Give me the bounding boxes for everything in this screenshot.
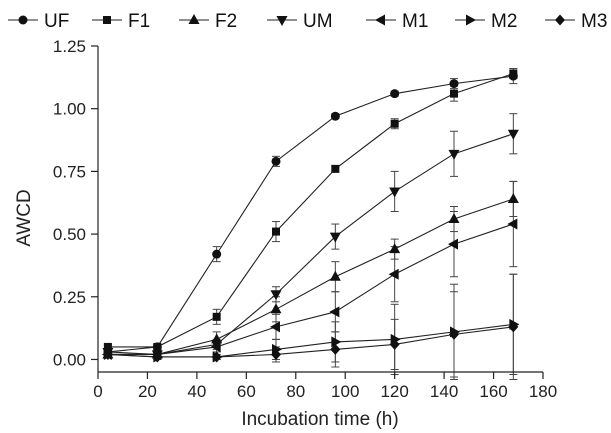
data-point-uf	[390, 89, 400, 99]
data-point-f1	[390, 119, 399, 128]
x-tick-label: 140	[430, 382, 458, 401]
series-line-uf	[107, 75, 514, 353]
data-point-um	[329, 232, 341, 243]
data-point-uf	[330, 111, 340, 121]
legend-label-f1: F1	[128, 11, 150, 32]
y-tick-label: 0.50	[53, 225, 86, 244]
data-point-m1	[388, 268, 399, 280]
data-point-f1	[509, 69, 518, 78]
y-tick-label: 0.75	[53, 162, 86, 181]
x-tick-label: 40	[187, 382, 206, 401]
series-line-f2	[107, 198, 514, 355]
legend-label-um: UM	[303, 11, 333, 32]
data-point-m1	[507, 218, 518, 230]
series-markers	[101, 69, 520, 363]
data-point-m3	[508, 321, 519, 333]
data-point-uf	[212, 249, 222, 259]
x-axis-title: Incubation time (h)	[241, 409, 398, 430]
data-point-um	[389, 187, 401, 198]
data-point-m3	[271, 348, 281, 360]
data-point-m3	[211, 351, 222, 363]
legend-label-f2: F2	[215, 11, 237, 32]
data-point-m1	[270, 321, 280, 333]
legend-item-m3: M3	[545, 11, 607, 32]
data-point-um	[270, 290, 282, 301]
data-point-uf	[449, 79, 459, 89]
data-point-f1	[212, 312, 221, 321]
legend-item-m1: M1	[366, 11, 428, 32]
legend-marker-f1	[103, 16, 111, 24]
x-tick-label: 20	[138, 382, 157, 401]
series-line-m3	[107, 326, 514, 358]
y-axis-ticks: 0.00 0.25 0.50 0.75 1.00 1.25	[53, 37, 98, 369]
legend-label-m3: M3	[581, 11, 607, 32]
legend-item-f2: F2	[179, 11, 237, 32]
data-point-m3	[449, 328, 459, 340]
data-point-uf	[271, 156, 281, 166]
data-point-m3	[389, 338, 400, 350]
x-tick-label: 180	[529, 382, 557, 401]
data-point-f2	[270, 303, 282, 314]
y-tick-label: 1.25	[53, 37, 86, 56]
legend-item-uf: UF	[8, 11, 69, 32]
legend-marker-um	[276, 16, 288, 26]
y-tick-label: 1.00	[53, 100, 86, 119]
y-tick-label: 0.00	[53, 350, 86, 369]
x-tick-label: 0	[93, 382, 102, 401]
x-tick-label: 60	[237, 382, 256, 401]
data-point-m3	[102, 348, 113, 360]
plot-area	[101, 68, 520, 381]
data-point-m3	[152, 351, 163, 363]
data-point-um	[448, 149, 460, 160]
data-point-f1	[272, 227, 280, 236]
y-tick-label: 0.25	[53, 288, 86, 307]
legend-marker-m2	[466, 14, 476, 26]
data-point-f2	[448, 213, 460, 224]
x-tick-label: 80	[286, 382, 305, 401]
data-point-m1	[329, 306, 340, 318]
legend-item-um: UM	[267, 11, 333, 32]
legend-item-m2: M2	[455, 11, 517, 32]
y-axis-title: AWCD	[14, 189, 35, 246]
data-point-f2	[329, 270, 341, 281]
data-point-f1	[331, 164, 340, 173]
data-point-m1	[210, 341, 221, 353]
series-line-f1	[107, 73, 514, 348]
series-lines	[107, 73, 514, 358]
x-tick-label: 100	[331, 382, 359, 401]
legend-item-f1: F1	[92, 11, 150, 32]
data-point-f2	[389, 243, 401, 254]
legend-label-m1: M1	[402, 11, 428, 32]
x-tick-label: 120	[380, 382, 408, 401]
legend-label-m2: M2	[491, 11, 517, 32]
data-point-f2	[507, 192, 519, 203]
x-axis-ticks: 0 20 40 60 80 100 120 140 160 180	[93, 372, 557, 401]
data-point-m1	[448, 238, 458, 250]
data-point-f1	[450, 89, 458, 98]
legend-marker-m3	[555, 14, 565, 26]
data-point-f1	[153, 342, 162, 351]
data-point-um	[507, 129, 519, 140]
legend-marker-f2	[188, 14, 200, 24]
series-line-m1	[107, 223, 514, 355]
legend-marker-uf	[18, 15, 28, 25]
x-tick-label: 160	[479, 382, 507, 401]
legend: UF F1 F2 UM M1 M2 M3	[8, 11, 607, 32]
data-point-m3	[330, 343, 341, 355]
legend-label-uf: UF	[44, 11, 69, 32]
data-point-f1	[103, 342, 112, 351]
data-point-m2	[331, 336, 342, 348]
legend-marker-m1	[375, 14, 385, 26]
axes: 0 20 40 60 80 100 120 140 160 180 0.00 0.25 0.50 0.7…	[53, 37, 557, 401]
